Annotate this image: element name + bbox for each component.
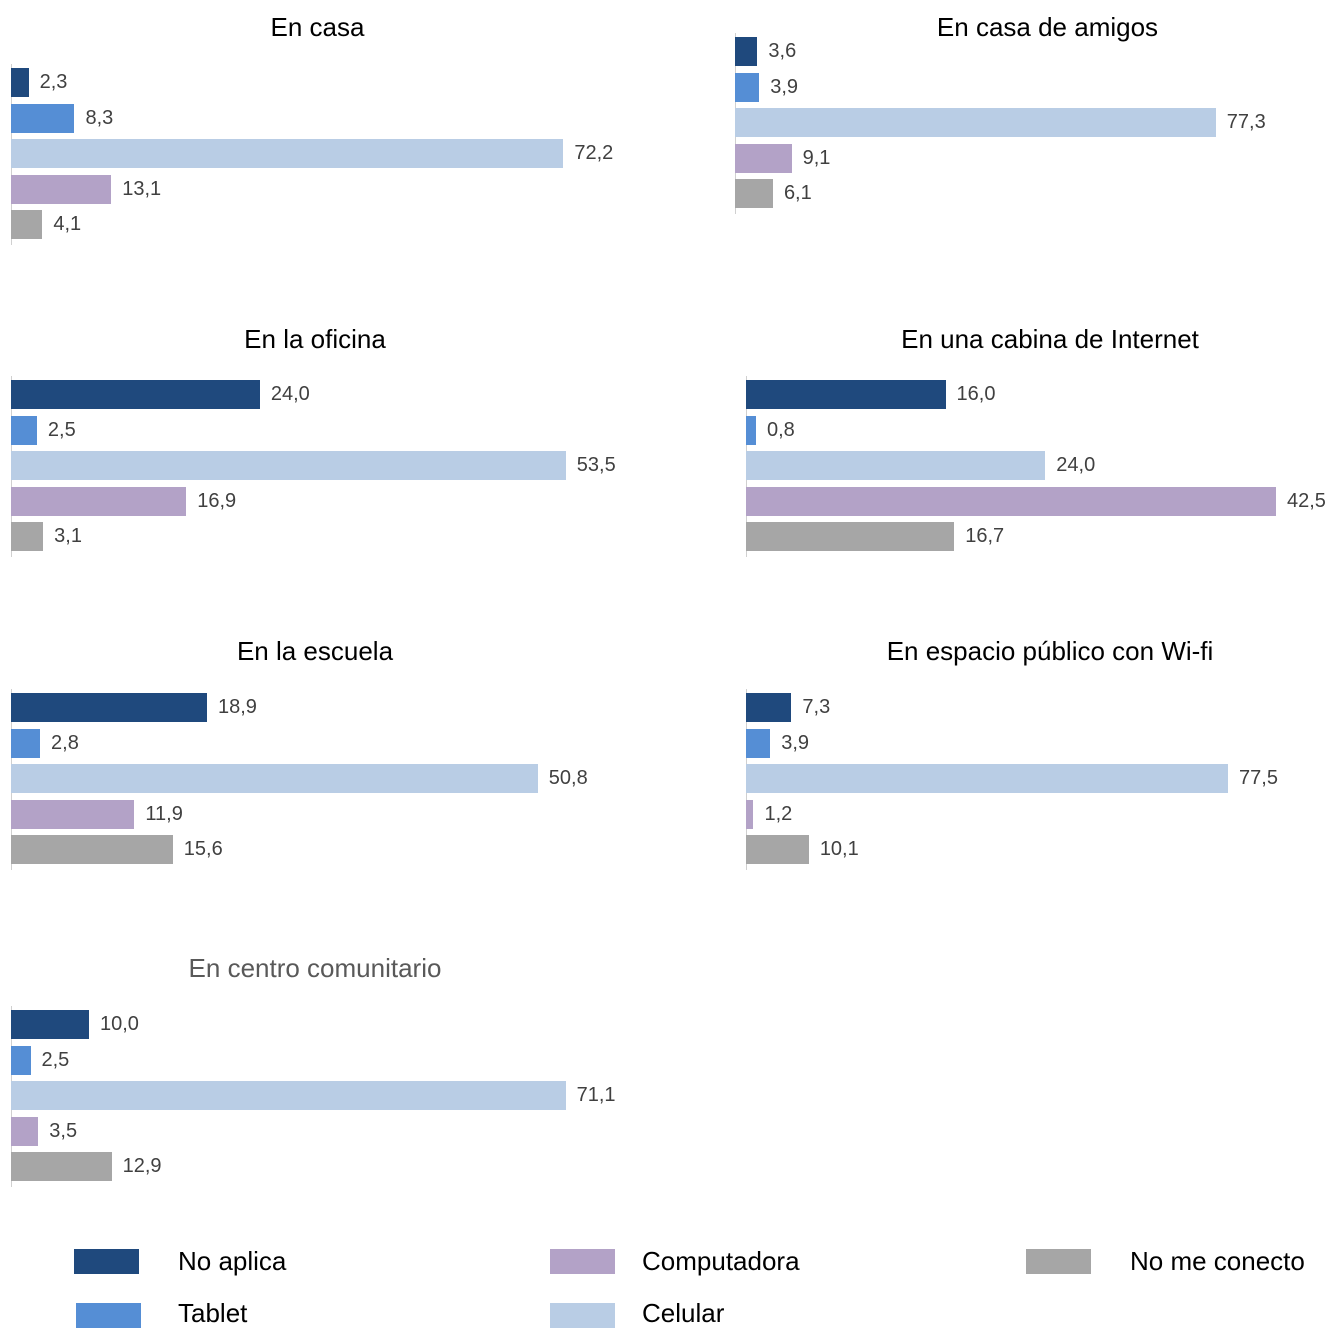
bar-tablet xyxy=(11,728,41,758)
data-label-no-aplica: 18,9 xyxy=(217,696,257,718)
data-label-no-aplica: 7,3 xyxy=(802,696,831,718)
bar-no-me-conecto xyxy=(735,179,773,209)
bar-computadora xyxy=(11,1116,39,1146)
bar-computadora xyxy=(746,486,1276,516)
data-label-no-aplica: 24,0 xyxy=(270,383,310,405)
bar-no-aplica xyxy=(746,693,792,722)
bar-tablet xyxy=(746,728,771,758)
data-label-no-aplica: 3,6 xyxy=(768,40,797,62)
data-label-celular: 77,5 xyxy=(1239,767,1278,790)
data-label-no-me-conecto: 6,1 xyxy=(783,182,812,205)
data-label-tablet: 2,5 xyxy=(41,1048,70,1071)
legend-label-celular: Celular xyxy=(642,1298,725,1328)
data-label-celular: 24,0 xyxy=(1056,454,1096,477)
bar-tablet xyxy=(11,103,75,133)
bar-computadora xyxy=(11,174,112,204)
bar-no-me-conecto xyxy=(11,1152,112,1182)
data-label-celular: 71,1 xyxy=(576,1084,616,1107)
data-label-no-aplica: 2,3 xyxy=(39,71,68,93)
chart-title: En la oficina xyxy=(244,324,386,354)
bar-no-me-conecto xyxy=(746,835,809,865)
chart-title: En la escuela xyxy=(236,636,394,666)
bar-no-aplica xyxy=(11,380,260,409)
legend-label-no-aplica: No aplica xyxy=(178,1246,287,1276)
bar-tablet xyxy=(11,1045,31,1075)
data-label-tablet: 3,9 xyxy=(770,75,799,98)
bar-no-me-conecto xyxy=(11,522,44,552)
data-label-computadora: 13,1 xyxy=(122,177,162,200)
bar-computadora xyxy=(11,799,135,829)
bar-computadora xyxy=(746,799,754,829)
bar-celular xyxy=(746,451,1046,481)
chart-title: En una cabina de Internet xyxy=(901,324,1199,354)
legend-label-no-me-conecto: No me conecto xyxy=(1130,1246,1305,1276)
bar-no-aplica xyxy=(11,68,29,97)
legend-swatch-tablet xyxy=(76,1303,141,1328)
chart-title: En espacio público con Wi-fi xyxy=(886,636,1214,666)
data-label-celular: 72,2 xyxy=(574,142,614,165)
legend-swatch-computadora xyxy=(550,1249,615,1274)
legend-label-computadora: Computadora xyxy=(642,1246,800,1276)
legend-swatch-no-aplica xyxy=(74,1249,139,1274)
bar-celular xyxy=(735,108,1216,138)
bar-tablet xyxy=(746,415,756,445)
bar-no-aplica xyxy=(11,1010,89,1039)
data-label-celular: 53,5 xyxy=(576,454,616,477)
data-label-computadora: 11,9 xyxy=(145,802,183,825)
legend-swatch-celular xyxy=(550,1303,615,1328)
data-label-no-me-conecto: 12,9 xyxy=(122,1155,162,1178)
data-label-tablet: 8,3 xyxy=(85,106,114,129)
data-label-no-me-conecto: 15,6 xyxy=(183,838,223,861)
data-label-tablet: 2,5 xyxy=(47,418,76,441)
data-label-no-me-conecto: 16,7 xyxy=(965,525,1005,548)
data-label-no-me-conecto: 3,1 xyxy=(54,525,82,548)
bar-celular xyxy=(746,764,1229,794)
bar-computadora xyxy=(11,486,187,516)
chart-title: En casa de amigos xyxy=(936,12,1159,42)
data-label-computadora: 3,5 xyxy=(49,1119,78,1142)
chart-title: En casa xyxy=(270,12,365,42)
legend-label-tablet: Tablet xyxy=(178,1298,248,1328)
bar-celular xyxy=(11,764,538,794)
bar-tablet xyxy=(735,72,760,102)
data-label-computadora: 1,2 xyxy=(764,802,793,825)
data-label-no-me-conecto: 10,1 xyxy=(819,838,859,861)
bar-no-me-conecto xyxy=(11,210,43,240)
bar-computadora xyxy=(735,143,792,173)
data-label-tablet: 2,8 xyxy=(51,731,79,754)
bar-tablet xyxy=(11,415,37,445)
legend-swatch-no-me-conecto xyxy=(1026,1249,1091,1274)
data-label-tablet: 3,9 xyxy=(781,731,810,754)
bar-no-aplica xyxy=(11,693,207,722)
data-label-computadora: 42,5 xyxy=(1286,489,1326,512)
data-label-computadora: 9,1 xyxy=(802,146,831,169)
bar-celular xyxy=(11,139,564,169)
data-label-celular: 77,3 xyxy=(1226,111,1266,134)
bar-no-aplica xyxy=(735,37,758,66)
bar-no-aplica xyxy=(746,380,946,409)
data-label-tablet: 0,8 xyxy=(766,418,795,441)
bar-celular xyxy=(11,451,566,481)
bar-celular xyxy=(11,1081,566,1111)
data-label-celular: 50,8 xyxy=(548,767,588,790)
data-label-no-me-conecto: 4,1 xyxy=(53,213,82,236)
chart-title: En centro comunitario xyxy=(188,953,442,983)
bar-no-me-conecto xyxy=(746,522,955,552)
data-label-no-aplica: 10,0 xyxy=(100,1013,139,1035)
data-label-computadora: 16,9 xyxy=(197,489,237,512)
bar-no-me-conecto xyxy=(11,835,173,865)
data-label-no-aplica: 16,0 xyxy=(956,383,996,405)
